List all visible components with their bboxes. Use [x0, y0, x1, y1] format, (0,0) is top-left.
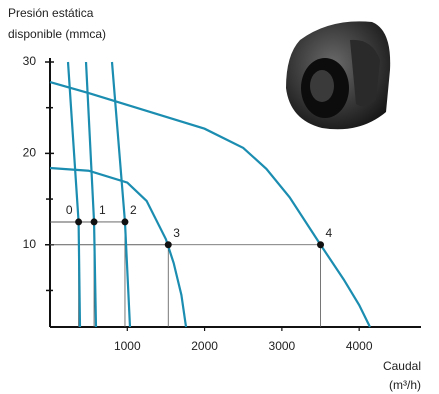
operating-point: [121, 218, 129, 226]
x-axis-title: (m³/h): [389, 378, 421, 392]
curve: [84, 61, 98, 328]
point-label: 0: [66, 203, 73, 217]
y-tick-label: 10: [23, 237, 37, 251]
operating-point: [317, 241, 325, 249]
point-label: 1: [99, 203, 106, 217]
x-tick-label: 2000: [191, 339, 218, 353]
curve: [49, 166, 188, 328]
fan-image: [286, 21, 391, 130]
operating-point: [90, 218, 98, 226]
x-tick-label: 1000: [114, 339, 141, 353]
point-label: 3: [173, 226, 180, 240]
x-axis-title: Caudal: [383, 359, 421, 373]
point-label: 4: [326, 226, 333, 240]
x-tick-label: 4000: [346, 339, 373, 353]
y-axis-title: disponible (mmca): [8, 27, 106, 41]
curve: [110, 61, 132, 328]
y-tick-label: 20: [23, 146, 37, 160]
y-axis-title: Presión estática: [8, 6, 94, 20]
x-tick-label: 3000: [269, 339, 296, 353]
operating-point: [164, 241, 172, 249]
y-tick-label: 30: [23, 54, 37, 68]
curve: [66, 61, 82, 328]
operating-point: [75, 218, 83, 226]
point-label: 2: [130, 203, 137, 217]
curve: [49, 81, 371, 328]
